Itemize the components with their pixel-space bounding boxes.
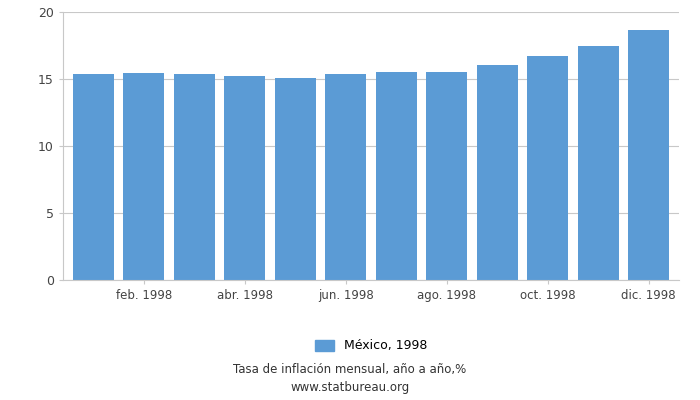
Bar (325, 74, 367, 280)
Text: www.statbureau.org: www.statbureau.org (290, 382, 410, 394)
Bar (73, 74, 114, 280)
Bar (174, 74, 215, 280)
Bar (375, 72, 417, 280)
Bar (274, 78, 316, 280)
Text: Tasa de inflación mensual, año a año,%: Tasa de inflación mensual, año a año,% (233, 364, 467, 376)
Bar (477, 65, 518, 280)
Bar (123, 73, 164, 280)
Bar (628, 30, 669, 280)
Bar (426, 72, 468, 280)
Bar (527, 56, 568, 280)
Legend: México, 1998: México, 1998 (310, 334, 432, 358)
Bar (578, 46, 619, 280)
Bar (224, 76, 265, 280)
